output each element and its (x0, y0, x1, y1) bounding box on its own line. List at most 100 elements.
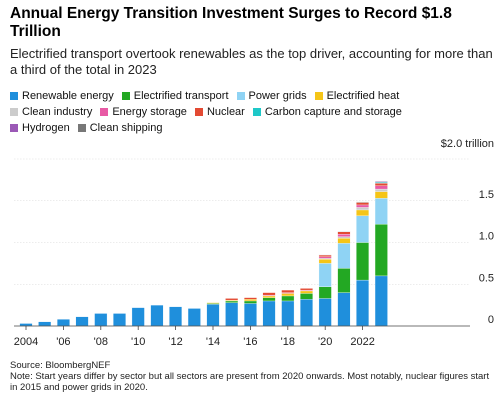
bar-segment (75, 316, 89, 327)
x-tick-label: '10 (131, 336, 145, 348)
legend-label: Renewable energy (22, 90, 114, 102)
legend-swatch (10, 92, 18, 100)
footer: Source: BloombergNEF Note: Start years d… (10, 360, 496, 393)
x-axis: 2004 '06 '08 '10 '12 '14 '16 '18 '20 2022 (14, 325, 470, 348)
bar-segment (374, 223, 388, 277)
bar-segment (356, 207, 370, 211)
bar-segment (113, 313, 126, 327)
bar-segment (187, 308, 201, 327)
legend-item: Clean industry (10, 104, 92, 120)
bar-segment (281, 295, 295, 302)
bar-segment (300, 293, 313, 300)
bar-segment (356, 215, 370, 243)
legend-item: Clean shipping (77, 120, 163, 136)
source-text: Source: BloombergNEF (10, 360, 111, 371)
bar-segment (337, 234, 351, 237)
bar-segment (38, 321, 52, 327)
bar-segment (300, 288, 313, 291)
legend-label: Clean industry (22, 106, 93, 118)
legend-swatch (100, 108, 109, 116)
x-tick-label: '16 (243, 336, 257, 348)
legend-swatch (10, 124, 18, 132)
legend-swatch (252, 108, 261, 116)
legend-row-3: Hydrogen Clean shipping (10, 120, 496, 136)
x-tick-label: 2004 (14, 336, 38, 348)
bar-segment (337, 231, 351, 235)
bar-segment (318, 298, 332, 327)
legend-swatch (77, 124, 86, 132)
legend-item: Energy storage (100, 104, 187, 120)
bar-segment (57, 319, 70, 327)
bar-segment (337, 238, 351, 244)
legend-label: Electrified transport (133, 90, 229, 102)
legend-label: Energy storage (112, 106, 187, 118)
bar-segment (225, 298, 239, 301)
legend: Renewable energy Electrified transport Pow… (10, 88, 496, 136)
legend-label: Electrified heat (326, 90, 400, 102)
legend-item: Hydrogen (10, 120, 70, 136)
y-tick-label: 1.0 (479, 231, 494, 243)
bar-segment (337, 268, 351, 293)
y-tick-label: 1.5 (479, 189, 494, 201)
gridlines (14, 158, 470, 285)
bar-segment (356, 204, 370, 208)
legend-row-1: Renewable energy Electrified transport Pow… (10, 88, 496, 104)
bar-segment (225, 300, 239, 303)
x-tick-label: '18 (281, 336, 295, 348)
bar-segment (318, 259, 332, 264)
chart-title: Annual Energy Transition Investment Surg… (10, 5, 452, 40)
legend-swatch (121, 92, 130, 100)
bar-segment (243, 303, 257, 327)
legend-swatch (194, 108, 203, 116)
legend-label: Hydrogen (22, 122, 70, 134)
bar-segment (300, 299, 313, 327)
bar-segment (281, 293, 295, 297)
bar-segment (206, 302, 220, 304)
bar-segment (243, 299, 257, 302)
bar-segment (356, 202, 370, 206)
bar-segment (337, 236, 351, 239)
bar-segment (131, 307, 145, 327)
x-tick-label: '12 (168, 336, 182, 348)
bar-segment (262, 297, 276, 302)
y-axis-labels: 0 0.5 1.0 1.5 $2.0 trillion (441, 138, 494, 326)
bar-segment (281, 289, 295, 293)
bar-segment (374, 191, 388, 199)
bar-segment (300, 290, 313, 294)
bars (19, 180, 388, 327)
legend-swatch (314, 92, 323, 100)
bar-segment (356, 242, 370, 281)
legend-label: Power grids (248, 90, 307, 102)
bar-segment (243, 300, 257, 304)
bar-segment (318, 254, 332, 257)
bar-segment (262, 300, 276, 327)
legend-item: Carbon capture and storage (252, 104, 402, 120)
bar-segment (225, 302, 239, 327)
bar-segment (243, 297, 257, 300)
bar-segment (374, 198, 388, 225)
bar-segment (262, 292, 276, 296)
legend-row-2: Clean industry Energy storage Nuclear Carbo… (10, 104, 496, 120)
bar-segment (337, 243, 351, 269)
legend-item: Electrified heat (314, 88, 400, 104)
bar-segment (318, 263, 332, 287)
bar-segment (281, 300, 295, 327)
x-tick-label: 2022 (350, 336, 374, 348)
bar-segment (337, 292, 351, 327)
bar-segment (356, 209, 370, 216)
legend-item: Renewable energy (10, 88, 114, 104)
legend-label: Clean shipping (89, 122, 163, 134)
legend-label: Carbon capture and storage (264, 106, 402, 118)
bar-segment (94, 313, 108, 327)
bar-segment (262, 295, 276, 298)
x-tick-label: '14 (206, 336, 220, 348)
x-tick-label: '08 (94, 336, 108, 348)
bar-segment (150, 304, 164, 327)
bar-segment (356, 279, 370, 327)
legend-swatch (10, 108, 18, 116)
x-tick-label: '06 (56, 336, 70, 348)
bar-segment (374, 275, 388, 327)
chart-subtitle: Electrified transport overtook renewable… (10, 46, 493, 77)
y-tick-label: $2.0 trillion (441, 138, 494, 150)
legend-item: Nuclear (194, 104, 245, 120)
